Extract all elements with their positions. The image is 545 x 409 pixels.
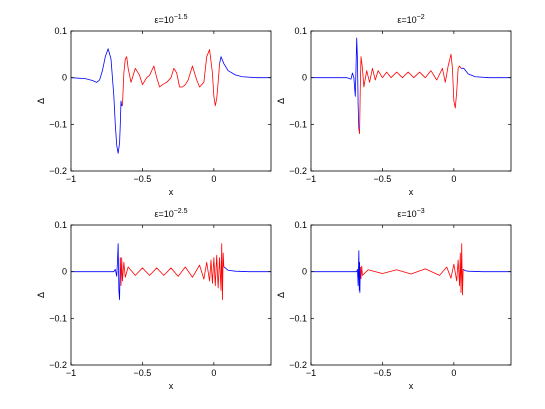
title-base: ε=10 xyxy=(397,15,416,25)
series-line-3 xyxy=(219,56,271,79)
subplot-title: ε=10−3 xyxy=(397,208,424,219)
series-line-1 xyxy=(71,243,121,301)
series-line-1 xyxy=(311,37,360,130)
y-tick-label: −0.2 xyxy=(49,360,67,370)
y-axis-label: Δ xyxy=(36,98,46,104)
y-tick-label: 0 xyxy=(62,73,67,83)
y-axis-label: Δ xyxy=(276,292,286,298)
x-axis-label: x xyxy=(409,187,414,197)
y-tick-label: −0.2 xyxy=(289,166,307,176)
subplot-3: −1 −0.5 0 −0.2 −0.1 0 0.1 x Δε=10−2.5 xyxy=(36,208,272,391)
y-tick-label: −0.2 xyxy=(289,360,307,370)
y-tick-label: −0.1 xyxy=(49,119,67,129)
title-exponent: −2 xyxy=(417,14,425,21)
x-axis-label: x xyxy=(169,381,174,391)
x-axis-label: x xyxy=(409,381,414,391)
axes-box xyxy=(310,224,512,366)
y-tick-label: −0.1 xyxy=(289,119,307,129)
x-tick-label: 0 xyxy=(211,174,216,184)
series-line-1 xyxy=(71,48,123,154)
series-group xyxy=(311,37,511,135)
y-tick-label: 0.1 xyxy=(54,220,67,230)
series-group xyxy=(71,243,271,301)
x-tick-label: −0.5 xyxy=(374,174,392,184)
series-line-3 xyxy=(223,266,271,273)
y-tick-label: 0 xyxy=(302,73,307,83)
title-base: ε=10 xyxy=(154,209,173,219)
subplot-title: ε=10−1.5 xyxy=(154,14,187,25)
x-tick-label: 0 xyxy=(451,174,456,184)
y-tick-label: −0.1 xyxy=(289,313,307,323)
subplot-4: −1 −0.5 0 −0.2 −0.1 0 0.1 x Δε=10−3 xyxy=(276,208,512,391)
title-exponent: −3 xyxy=(417,208,425,215)
y-tick-label: 0.1 xyxy=(54,26,67,36)
series-line-1 xyxy=(311,250,361,294)
y-tick-label: 0 xyxy=(62,267,67,277)
y-tick-label: 0 xyxy=(302,267,307,277)
series-group xyxy=(71,48,271,154)
subplot-2: −1 −0.5 0 −0.2 −0.1 0 0.1 x Δε=10−2 xyxy=(276,14,512,197)
title-base: ε=10 xyxy=(397,209,416,219)
y-tick-label: 0.1 xyxy=(294,220,307,230)
x-tick-label: −1 xyxy=(66,368,76,378)
x-axis-label: x xyxy=(169,187,174,197)
series-line-2 xyxy=(359,243,464,296)
subplot-title: ε=10−2.5 xyxy=(154,208,187,219)
series-line-3 xyxy=(462,268,511,273)
title-base: ε=10 xyxy=(154,15,173,25)
y-tick-label: 0.1 xyxy=(294,26,307,36)
title-exponent: −2.5 xyxy=(174,208,188,215)
series-line-2 xyxy=(358,53,462,135)
axes-box xyxy=(310,30,512,172)
y-tick-label: −0.1 xyxy=(49,313,67,323)
x-tick-label: 0 xyxy=(451,368,456,378)
y-axis-label: Δ xyxy=(36,292,46,298)
x-tick-label: −1 xyxy=(306,174,316,184)
y-tick-label: −0.2 xyxy=(49,166,67,176)
x-tick-label: −0.5 xyxy=(134,174,152,184)
axes-box xyxy=(70,224,272,366)
series-line-3 xyxy=(461,67,511,79)
x-tick-label: −0.5 xyxy=(134,368,152,378)
axes-box xyxy=(70,30,272,172)
x-tick-label: −0.5 xyxy=(374,368,392,378)
series-line-2 xyxy=(119,243,225,301)
subplot-1: −1 −0.5 0 −0.2 −0.1 0 0.1 x Δε=10−1.5 xyxy=(36,14,272,197)
x-tick-label: −1 xyxy=(66,174,76,184)
title-exponent: −1.5 xyxy=(174,14,188,21)
series-line-2 xyxy=(122,49,220,107)
series-group xyxy=(311,243,511,296)
x-tick-label: −1 xyxy=(306,368,316,378)
y-axis-label: Δ xyxy=(276,98,286,104)
subplot-title: ε=10−2 xyxy=(397,14,424,25)
x-tick-label: 0 xyxy=(211,368,216,378)
